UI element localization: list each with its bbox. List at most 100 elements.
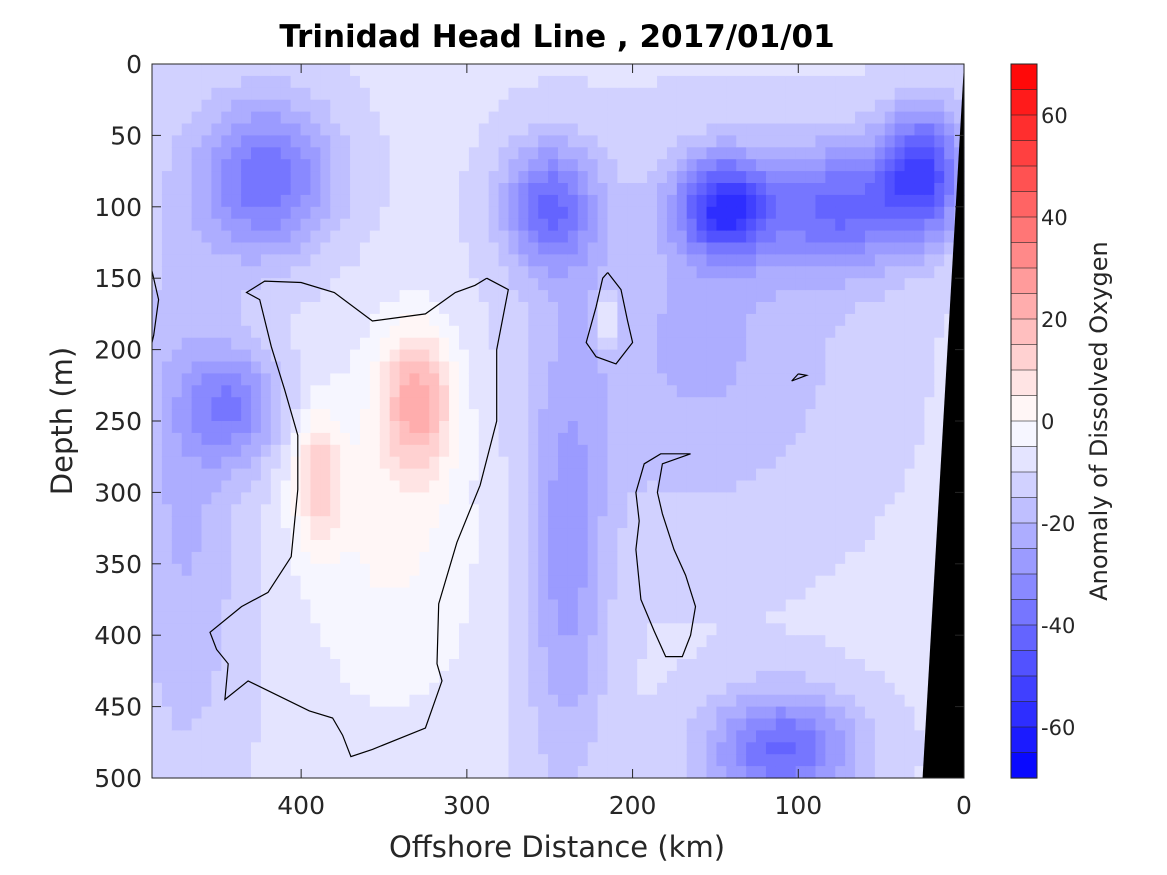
field-cell (340, 385, 351, 398)
field-cell (508, 444, 519, 458)
field-cell (567, 64, 579, 77)
field-cell (686, 99, 698, 113)
field-cell (944, 194, 955, 208)
field-cell (914, 254, 925, 267)
field-cell (251, 111, 262, 125)
field-cell (280, 659, 292, 672)
field-cell (884, 659, 896, 672)
field-cell (815, 528, 826, 541)
field-cell (429, 349, 440, 363)
field-cell (835, 718, 846, 731)
field-cell (468, 218, 480, 232)
field-cell (320, 337, 331, 351)
field-cell (756, 635, 767, 648)
field-cell (558, 349, 569, 363)
field-cell (419, 385, 430, 398)
field-cell (736, 361, 747, 374)
field-cell (211, 516, 222, 529)
field-cell (597, 623, 609, 636)
field-cell (528, 516, 539, 529)
field-cell (607, 754, 619, 767)
field-cell (181, 468, 193, 482)
field-cell (607, 492, 619, 505)
field-cell (617, 278, 628, 291)
field-cell (300, 587, 312, 601)
field-cell (548, 361, 559, 374)
field-cell (409, 432, 420, 446)
field-cell (825, 575, 836, 589)
field-cell (241, 659, 252, 672)
field-cell (835, 123, 846, 136)
field-cell (548, 135, 559, 148)
field-cell (231, 183, 242, 196)
field-cell (924, 528, 935, 541)
field-cell (152, 194, 163, 208)
field-cell (152, 337, 163, 351)
field-cell (716, 682, 727, 696)
field-cell (894, 302, 906, 315)
field-cell (736, 373, 747, 386)
field-cell (756, 230, 767, 244)
field-cell (221, 742, 232, 755)
field-cell (785, 742, 797, 755)
field-cell (468, 87, 480, 101)
field-cell (300, 397, 312, 410)
field-cell (231, 349, 242, 363)
field-cell (815, 409, 826, 422)
field-cell (152, 278, 163, 291)
field-cell (805, 718, 817, 731)
field-cell (478, 754, 490, 767)
field-cell (706, 492, 718, 505)
field-cell (597, 659, 609, 672)
field-cell (171, 480, 183, 493)
field-cell (369, 766, 381, 779)
field-cell (468, 432, 480, 446)
field-cell (270, 254, 282, 267)
field-cell (270, 528, 282, 541)
field-cell (399, 218, 411, 232)
field-cell (320, 730, 331, 743)
field-cell (191, 87, 203, 101)
field-cell (884, 87, 896, 101)
field-cell (290, 754, 302, 767)
field-cell (884, 670, 896, 684)
field-cell (884, 516, 896, 529)
field-cell (558, 659, 569, 672)
field-cell (775, 325, 787, 339)
field-cell (924, 278, 935, 291)
field-cell (399, 278, 411, 291)
field-cell (488, 468, 500, 482)
field-cell (944, 254, 955, 267)
field-cell (211, 611, 222, 624)
field-cell (676, 266, 688, 279)
field-cell (884, 587, 896, 601)
field-cell (785, 397, 797, 410)
field-cell (548, 563, 559, 577)
field-cell (211, 135, 222, 148)
field-cell (379, 659, 391, 672)
field-cell (260, 278, 272, 291)
field-cell (300, 337, 312, 351)
field-cell (399, 611, 411, 624)
field-cell (231, 75, 242, 89)
field-cell (538, 516, 549, 529)
field-cell (934, 135, 945, 148)
field-cell (558, 290, 569, 303)
field-cell (795, 444, 807, 458)
field-cell (597, 587, 609, 601)
field-cell (439, 242, 450, 255)
field-cell (468, 718, 480, 731)
field-cell (518, 623, 529, 636)
field-cell (310, 694, 321, 708)
field-cell (439, 135, 450, 148)
field-cell (597, 254, 609, 267)
field-cell (914, 87, 925, 101)
field-cell (191, 718, 203, 731)
field-cell (657, 444, 668, 458)
field-cell (825, 528, 836, 541)
field-cell (152, 254, 163, 267)
field-cell (548, 254, 559, 267)
field-cell (627, 397, 638, 410)
field-cell (231, 694, 242, 708)
field-cell (855, 218, 866, 232)
